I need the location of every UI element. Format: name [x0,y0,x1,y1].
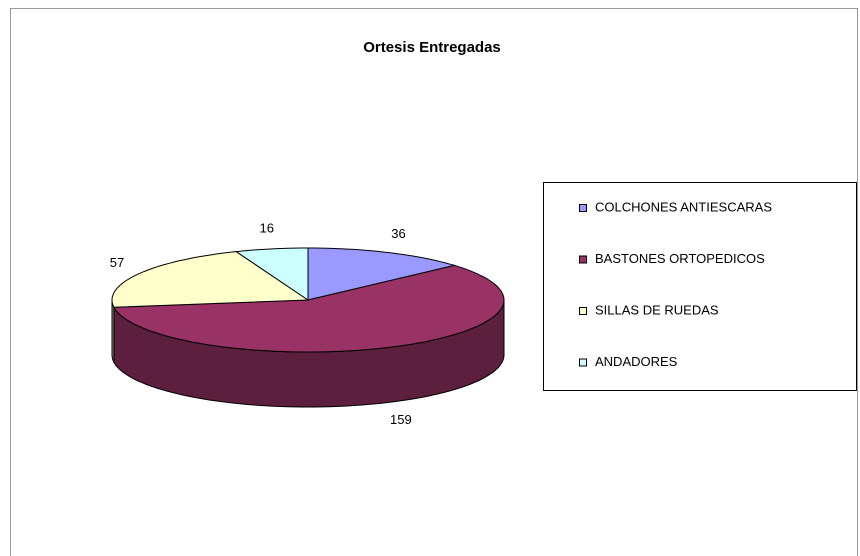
data-label: 159 [390,412,412,427]
slice-side [111,299,115,363]
legend-label: SILLAS DE RUEDAS [595,302,719,317]
slice [307,247,455,301]
slice [234,247,309,301]
legend-swatch [579,358,587,367]
legend-label: ANDADORES [595,354,678,369]
data-label: 36 [391,226,405,241]
legend-swatch [579,204,587,212]
legend-label: BASTONES ORTOPEDICOS [595,251,765,266]
legend-box [543,182,857,391]
legend-swatch [579,255,587,264]
slice [111,251,310,308]
data-label: 57 [110,255,124,270]
slice [113,264,505,353]
legend-label: COLCHONES ANTIESCARAS [595,199,772,214]
chart-title: Ortesis Entregadas [363,39,501,56]
legend-swatch [579,307,587,315]
data-label: 16 [260,221,274,236]
